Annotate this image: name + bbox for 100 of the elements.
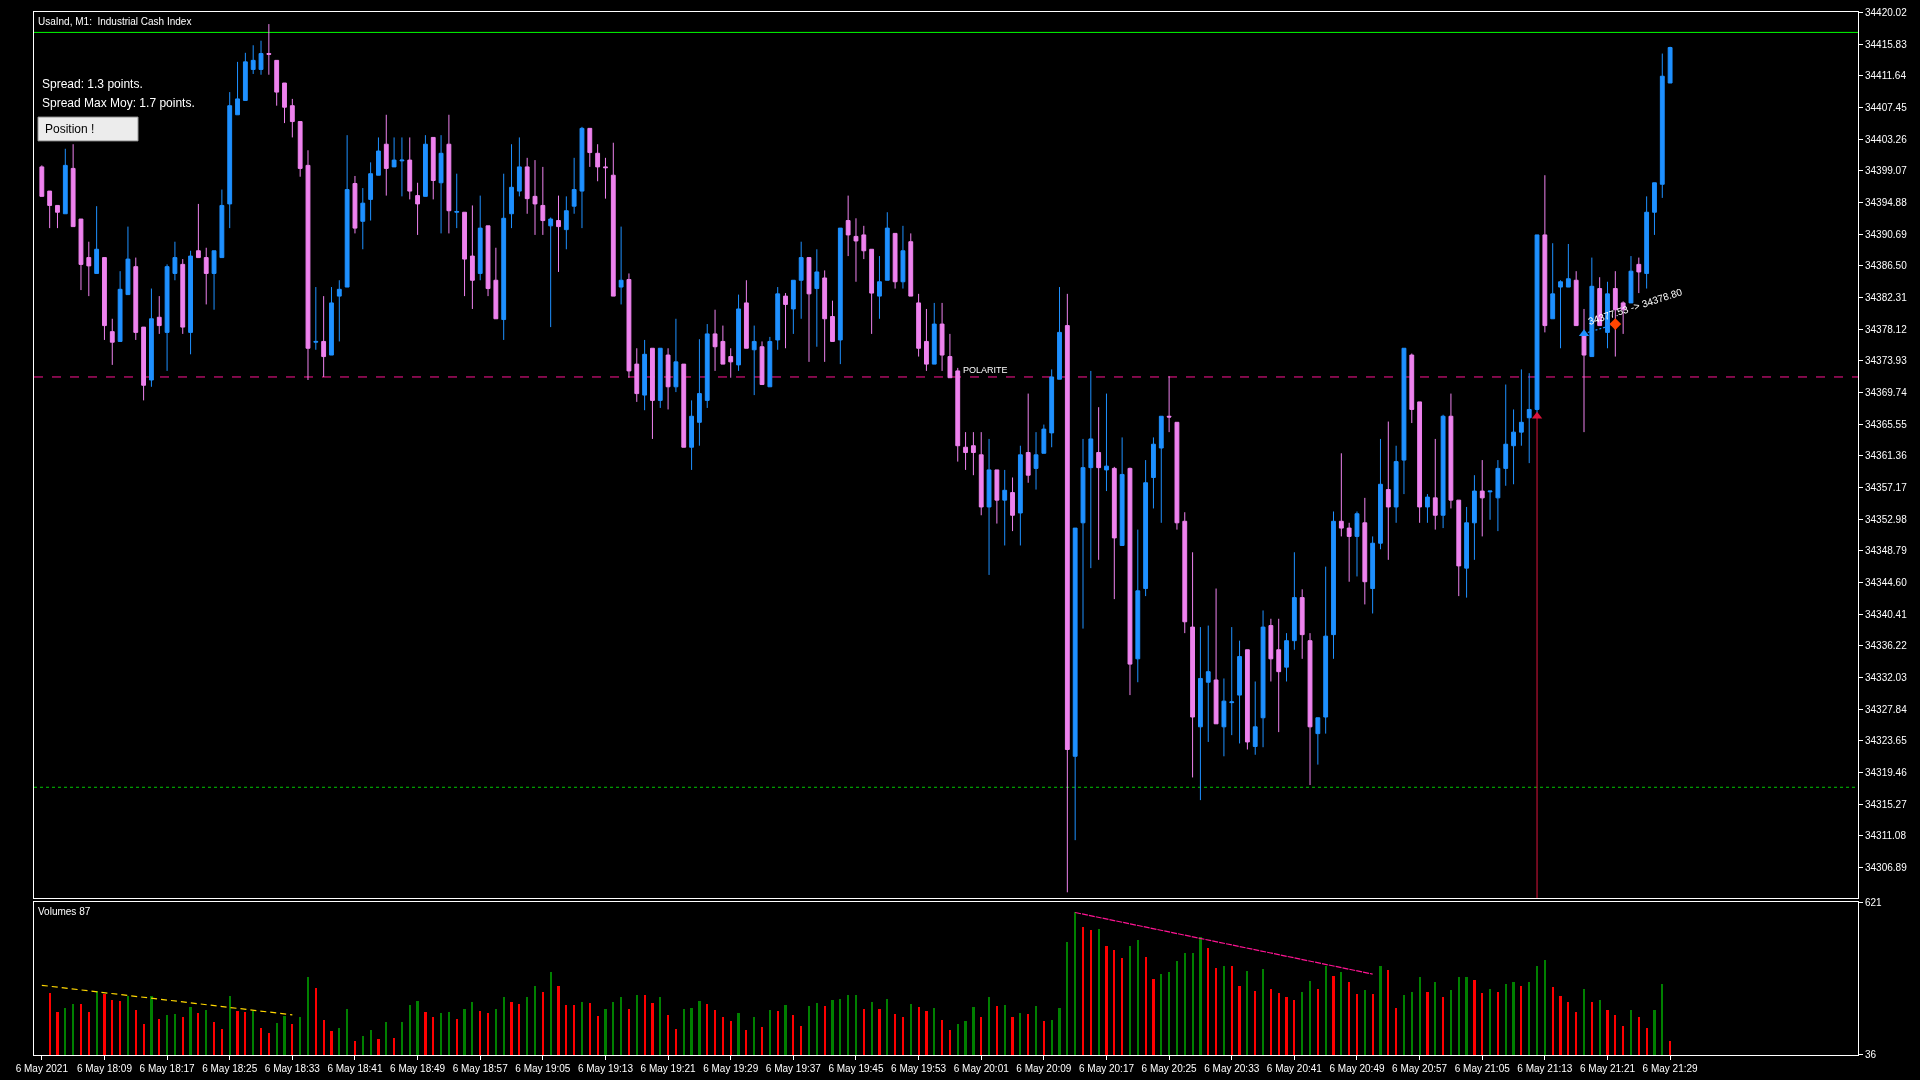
x-tick-label: 6 May 2021: [15, 1063, 69, 1074]
candlestick: [1025, 393, 1031, 484]
candlestick: [751, 325, 757, 396]
y-tick-label: 34361.36: [1865, 450, 1908, 462]
y-tick-label: 34357.17: [1865, 482, 1908, 494]
candlestick: [1495, 459, 1501, 532]
candlestick: [321, 295, 327, 378]
candlestick: [1471, 474, 1477, 561]
candlestick: [626, 272, 632, 379]
candlestick: [845, 195, 851, 257]
candlestick: [70, 143, 76, 228]
candlestick: [1299, 588, 1305, 660]
y-tick-label: 34315.27: [1865, 798, 1908, 810]
candlestick: [399, 136, 405, 197]
candlestick: [1182, 511, 1188, 634]
candlestick: [1166, 375, 1172, 433]
candlestick: [423, 134, 428, 197]
x-tick-label: 6 May 18:33: [264, 1063, 321, 1074]
x-tick-label: 6 May 19:45: [828, 1063, 884, 1074]
candlestick: [180, 258, 186, 335]
ref-line-label: POLARITE: [963, 365, 1008, 375]
y-tick-label: 34348.79: [1865, 545, 1908, 557]
candlestick: [391, 136, 397, 168]
candlestick: [978, 431, 984, 516]
candlestick: [532, 159, 538, 236]
x-tick-label: 6 May 20:01: [953, 1063, 1010, 1074]
candlestick: [1205, 625, 1211, 743]
candlestick: [1260, 609, 1266, 748]
annotation: Spread Max Moy: 1.7 points.: [42, 96, 195, 110]
x-tick-label: 6 May 21:05: [1454, 1063, 1511, 1074]
candlestick: [305, 149, 311, 381]
candlestick: [297, 121, 303, 178]
candlestick: [783, 292, 788, 349]
candlestick: [861, 225, 867, 260]
candlestick: [1127, 467, 1133, 696]
candlestick: [1151, 436, 1156, 509]
x-tick-label: 6 May 21:29: [1642, 1063, 1699, 1074]
x-tick-label: 6 May 20:25: [1141, 1063, 1198, 1074]
candlestick: [806, 257, 812, 363]
candlestick: [1315, 717, 1321, 766]
y-tick-label: 34373.93: [1865, 355, 1908, 367]
x-tick-label: 6 May 19:37: [765, 1063, 822, 1074]
candlestick: [1331, 510, 1336, 660]
x-tick-label: 6 May 18:17: [139, 1063, 196, 1074]
candlestick: [235, 61, 240, 116]
candlestick: [1636, 257, 1642, 294]
annotation: Spread: 1.3 points.: [42, 77, 143, 91]
candlestick: [149, 288, 154, 388]
x-tick-label: 6 May 18:25: [202, 1063, 258, 1074]
candlestick: [156, 295, 162, 335]
candlestick: [407, 136, 413, 200]
y-tick-label: 34352.98: [1865, 513, 1908, 525]
x-tick-label: 6 May 20:57: [1392, 1063, 1448, 1074]
x-tick-label: 6 May 20:09: [1016, 1063, 1072, 1074]
candlestick: [78, 218, 84, 291]
candlestick: [242, 52, 248, 101]
candlestick: [1284, 632, 1289, 682]
candlestick: [1017, 445, 1023, 546]
candlestick: [736, 294, 741, 372]
candlestick: [830, 300, 835, 342]
candlestick: [1542, 174, 1548, 333]
candlestick: [900, 225, 906, 290]
x-tick-label: 6 May 19:21: [640, 1063, 697, 1074]
candlestick: [689, 399, 694, 471]
x-tick-label: 6 May 18:09: [76, 1063, 133, 1074]
candlestick: [1244, 649, 1250, 750]
candlestick: [610, 142, 616, 297]
candlestick: [1033, 431, 1039, 491]
candlestick: [869, 248, 875, 335]
candlestick: [1659, 53, 1665, 199]
candlestick: [250, 44, 256, 75]
candlestick: [563, 195, 569, 250]
candlestick: [274, 59, 280, 107]
y-tick-label: 34365.55: [1865, 418, 1908, 430]
candlestick: [1511, 408, 1516, 485]
candlestick: [892, 232, 898, 290]
x-tick-label: 6 May 20:49: [1329, 1063, 1385, 1074]
x-tick-label: 6 May 18:57: [452, 1063, 509, 1074]
candlestick: [109, 318, 115, 366]
y-tick-label: 34407.45: [1865, 102, 1908, 114]
candlestick: [1385, 421, 1391, 561]
y-tick-label: 34394.88: [1865, 197, 1908, 209]
candlestick: [313, 286, 319, 351]
candlestick: [211, 250, 217, 311]
candlestick: [837, 227, 843, 365]
candlestick: [1565, 243, 1571, 288]
candlestick: [86, 241, 92, 297]
candlestick: [1088, 370, 1094, 569]
candlestick: [55, 204, 60, 229]
candlestick: [1667, 46, 1673, 84]
candlestick: [1158, 415, 1164, 524]
candlestick: [1096, 406, 1102, 561]
candlestick: [485, 225, 491, 297]
y-tick-label: 34369.74: [1865, 387, 1908, 399]
candlestick: [1338, 452, 1344, 537]
candlestick: [814, 248, 820, 348]
chart-title: UsaInd, M1: Industrial Cash Index: [38, 16, 192, 27]
candlestick: [1276, 618, 1282, 733]
candlestick: [994, 469, 1000, 525]
y-tick-label: 34336.22: [1865, 640, 1908, 652]
